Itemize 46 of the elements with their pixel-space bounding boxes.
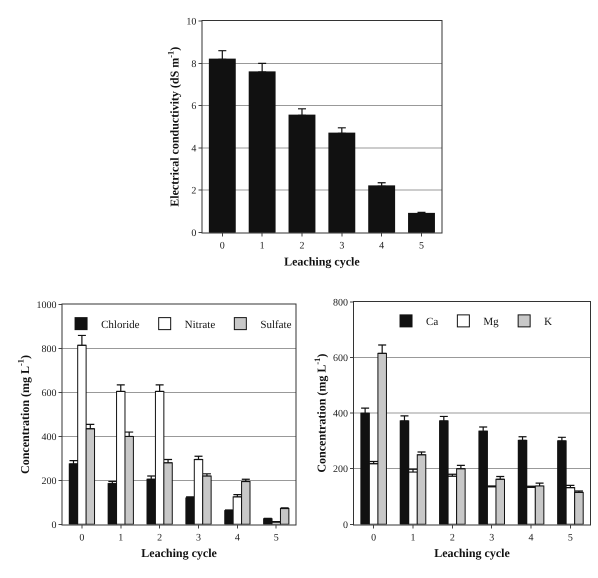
x-axis-title: Leaching cycle bbox=[284, 254, 360, 268]
legend-label: Nitrate bbox=[184, 318, 216, 331]
y-tick-label: 4 bbox=[191, 143, 196, 154]
x-tick-label: 0 bbox=[79, 532, 84, 544]
x-tick-label: 2 bbox=[157, 532, 162, 544]
y-tick-label: 6 bbox=[191, 101, 196, 112]
y-tick-label: 600 bbox=[332, 353, 348, 364]
x-tick-label: 5 bbox=[274, 532, 279, 544]
y-tick-label: 10 bbox=[186, 16, 196, 28]
y-tick-label: 8 bbox=[191, 58, 196, 70]
y-tick-label: 0 bbox=[342, 520, 348, 531]
legend-label: Mg bbox=[483, 316, 500, 328]
y-tick-label: 2 bbox=[191, 186, 196, 197]
x-tick-label: 3 bbox=[196, 532, 201, 544]
x-tick-label: 3 bbox=[339, 240, 344, 252]
y-tick-label: 400 bbox=[332, 408, 348, 420]
y-tick-label: 600 bbox=[41, 388, 56, 400]
x-tick-label: 5 bbox=[568, 532, 573, 544]
bar bbox=[408, 212, 435, 232]
y-tick-label: 200 bbox=[332, 464, 348, 476]
x-tick-label: 0 bbox=[371, 532, 376, 544]
y-tick-label: 400 bbox=[41, 432, 56, 443]
x-axis-title: Leaching cycle bbox=[434, 546, 511, 560]
x-tick-label: 2 bbox=[299, 240, 304, 252]
x-tick-label: 4 bbox=[528, 532, 534, 544]
y-tick-label: 800 bbox=[332, 297, 348, 308]
x-tick-label: 1 bbox=[410, 532, 416, 544]
x-tick-label: 4 bbox=[234, 532, 240, 544]
x-tick-label: 4 bbox=[379, 240, 384, 252]
x-tick-label: 1 bbox=[118, 532, 124, 544]
x-tick-label: 0 bbox=[220, 240, 225, 252]
bar bbox=[368, 185, 396, 232]
x-tick-label: 5 bbox=[419, 240, 424, 252]
legend-label: Chloride bbox=[101, 318, 140, 331]
legend-label: K bbox=[544, 316, 552, 328]
y-tick-label: 0 bbox=[191, 228, 196, 239]
y-tick-label: 1000 bbox=[36, 300, 56, 312]
y-tick-label: 200 bbox=[41, 476, 56, 487]
y-tick-label: 0 bbox=[51, 520, 56, 531]
x-tick-label: 1 bbox=[260, 240, 265, 252]
x-tick-label: 2 bbox=[450, 532, 455, 544]
legend-label: Sulfate bbox=[260, 318, 292, 331]
x-axis-title: Leaching cycle bbox=[141, 546, 218, 560]
legend-label: Ca bbox=[426, 316, 438, 328]
y-tick-label: 800 bbox=[41, 344, 56, 356]
x-tick-label: 3 bbox=[489, 532, 494, 544]
